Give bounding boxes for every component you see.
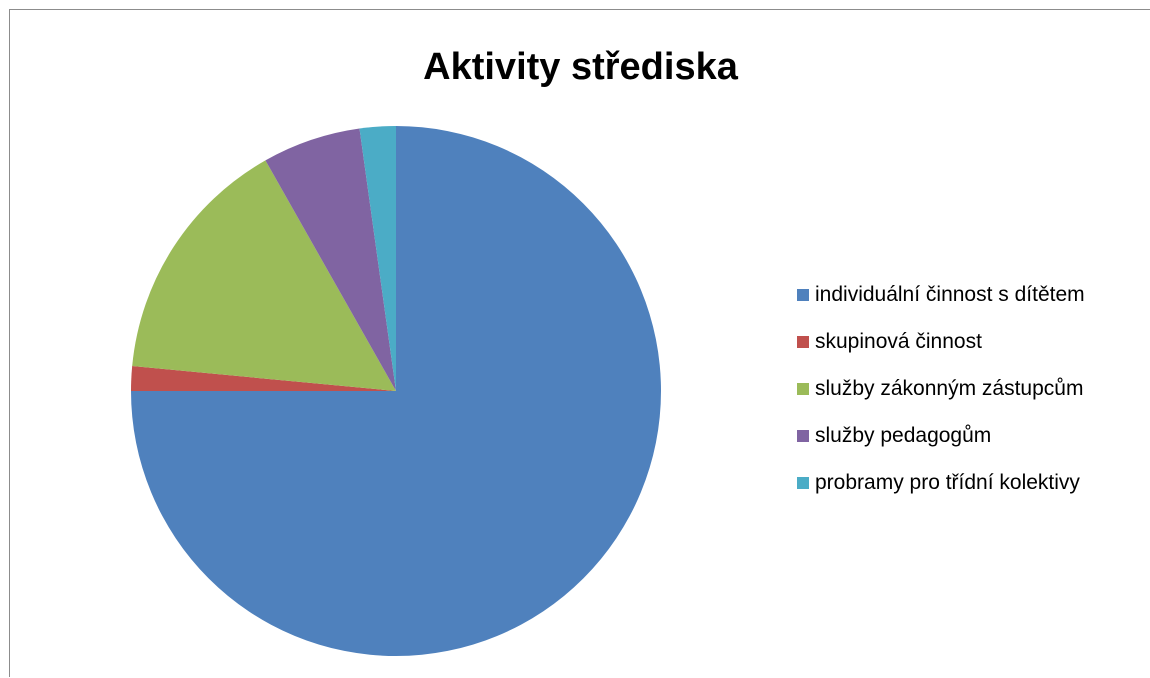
legend-swatch (797, 335, 809, 348)
legend-item-3: služby zákonným zástupcům (797, 377, 1085, 400)
pie-chart (131, 126, 661, 656)
pie-slice-5 (359, 126, 396, 391)
legend-item-2: skupinová činnost (797, 330, 1085, 353)
legend-label: individuální činnost s dítětem (815, 282, 1085, 306)
legend: individuální činnost s dítětem skupinová … (797, 283, 1085, 518)
legend-label: probramy pro třídní kolektivy (815, 470, 1080, 494)
legend-item-5: probramy pro třídní kolektivy (797, 471, 1085, 494)
legend-label: služby zákonným zástupcům (815, 376, 1084, 400)
legend-swatch (797, 382, 809, 395)
legend-label: služby pedagogům (815, 423, 992, 447)
chart-area: Aktivity střediska individuální činnost … (9, 9, 1150, 677)
legend-item-1: individuální činnost s dítětem (797, 283, 1085, 306)
legend-swatch (797, 429, 809, 442)
pie-slice-3 (132, 160, 396, 391)
chart-title: Aktivity střediska (423, 46, 738, 88)
legend-swatch (797, 288, 809, 301)
pie-slice-2 (131, 366, 396, 391)
pie-slice-4 (265, 128, 396, 391)
legend-swatch (797, 476, 809, 489)
legend-label: skupinová činnost (815, 329, 982, 353)
legend-item-4: služby pedagogům (797, 424, 1085, 447)
